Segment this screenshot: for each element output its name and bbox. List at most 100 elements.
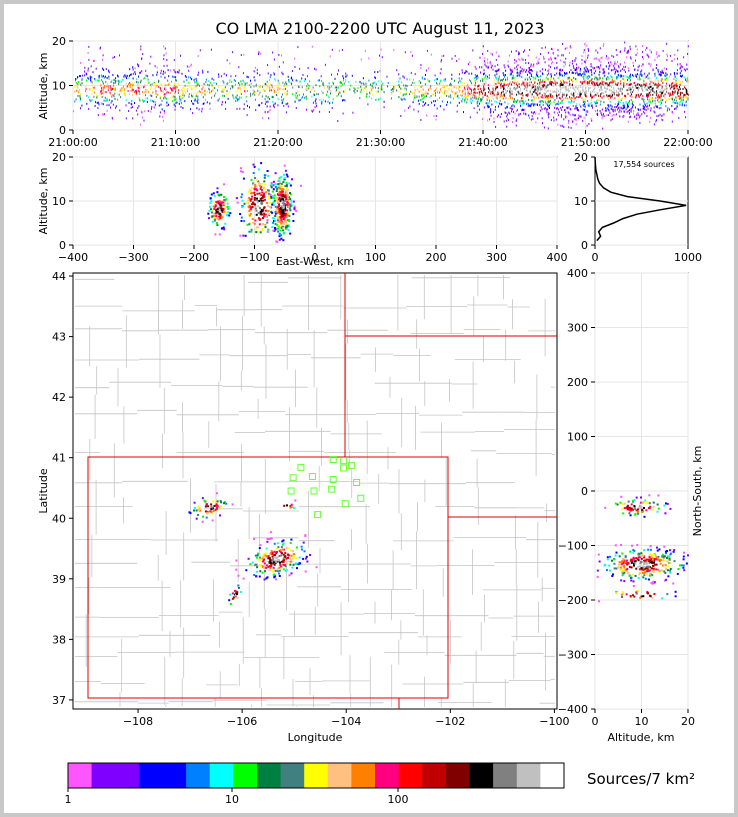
source-mark <box>630 115 632 118</box>
source-mark <box>140 79 142 82</box>
source-mark <box>686 63 688 66</box>
source-mark <box>583 89 585 92</box>
source-mark <box>89 75 91 78</box>
source-mark <box>304 96 306 99</box>
source-mark <box>467 94 469 97</box>
source-mark <box>558 102 560 105</box>
source-mark <box>458 81 460 84</box>
source-mark <box>506 106 508 109</box>
source-mark <box>550 90 552 93</box>
source-mark <box>510 70 512 73</box>
source-mark <box>677 102 679 105</box>
source-mark <box>208 80 210 83</box>
source-mark <box>581 91 583 94</box>
source-mark <box>271 95 273 98</box>
source-mark <box>281 206 284 209</box>
source-mark <box>649 97 651 100</box>
source-mark <box>490 52 492 55</box>
source-mark <box>530 68 532 71</box>
source-mark <box>475 67 477 70</box>
source-mark <box>447 84 448 87</box>
source-mark <box>614 72 616 75</box>
source-mark <box>260 194 263 197</box>
source-mark <box>132 82 134 85</box>
source-mark <box>273 556 276 558</box>
source-mark <box>248 214 251 217</box>
source-mark <box>608 77 610 80</box>
source-mark <box>563 80 565 83</box>
source-mark <box>642 99 644 102</box>
source-mark <box>151 100 153 102</box>
source-mark <box>658 54 660 57</box>
source-mark <box>308 84 310 87</box>
source-mark <box>545 90 547 93</box>
source-mark <box>474 79 476 82</box>
source-mark <box>490 114 492 117</box>
source-mark <box>527 93 529 96</box>
source-mark <box>215 503 218 506</box>
source-mark <box>204 93 206 96</box>
source-mark <box>665 72 667 75</box>
source-mark <box>523 102 525 105</box>
source-mark <box>684 110 686 113</box>
source-mark <box>487 61 489 64</box>
source-mark <box>661 78 663 80</box>
source-mark <box>262 217 264 219</box>
source-mark <box>656 105 658 108</box>
source-mark <box>536 71 538 74</box>
source-mark <box>283 215 286 218</box>
source-mark <box>676 97 678 100</box>
source-mark <box>483 72 485 75</box>
source-mark <box>156 66 158 69</box>
source-mark <box>458 77 460 80</box>
source-mark <box>616 54 618 56</box>
source-mark <box>313 93 315 96</box>
source-mark <box>502 95 504 97</box>
source-mark <box>110 106 111 109</box>
source-mark <box>166 91 168 93</box>
source-mark <box>565 87 567 90</box>
source-mark <box>497 63 499 66</box>
source-mark <box>229 603 232 605</box>
source-mark <box>254 188 256 191</box>
source-mark <box>130 102 132 105</box>
source-mark <box>144 77 146 80</box>
source-mark <box>629 45 631 48</box>
source-mark <box>264 188 267 191</box>
source-mark <box>547 113 549 116</box>
source-mark <box>262 194 265 197</box>
source-mark <box>275 94 277 96</box>
source-mark <box>236 201 239 204</box>
source-mark <box>516 65 518 68</box>
source-mark <box>278 191 281 194</box>
source-mark <box>575 119 577 122</box>
source-mark <box>213 81 215 84</box>
source-mark <box>332 98 334 101</box>
source-mark <box>216 500 219 503</box>
source-mark <box>607 114 609 117</box>
source-mark <box>132 83 134 86</box>
source-mark <box>304 570 307 573</box>
source-mark <box>580 91 581 94</box>
source-mark <box>485 65 487 68</box>
source-mark <box>685 104 687 107</box>
source-mark <box>480 99 482 102</box>
source-mark <box>481 78 483 81</box>
source-mark <box>272 570 275 573</box>
source-mark <box>345 80 347 83</box>
lma-station-marker <box>297 463 305 471</box>
source-mark <box>243 81 245 84</box>
source-mark <box>174 83 176 85</box>
source-mark <box>665 502 667 505</box>
source-mark <box>533 65 535 68</box>
source-mark <box>256 199 258 202</box>
source-mark <box>272 566 275 569</box>
source-mark <box>190 64 192 67</box>
source-mark <box>218 73 220 76</box>
source-mark <box>476 91 478 94</box>
source-mark <box>609 89 611 92</box>
source-mark <box>204 505 207 508</box>
source-mark <box>379 97 381 100</box>
source-mark <box>594 67 595 69</box>
source-mark <box>252 89 254 92</box>
